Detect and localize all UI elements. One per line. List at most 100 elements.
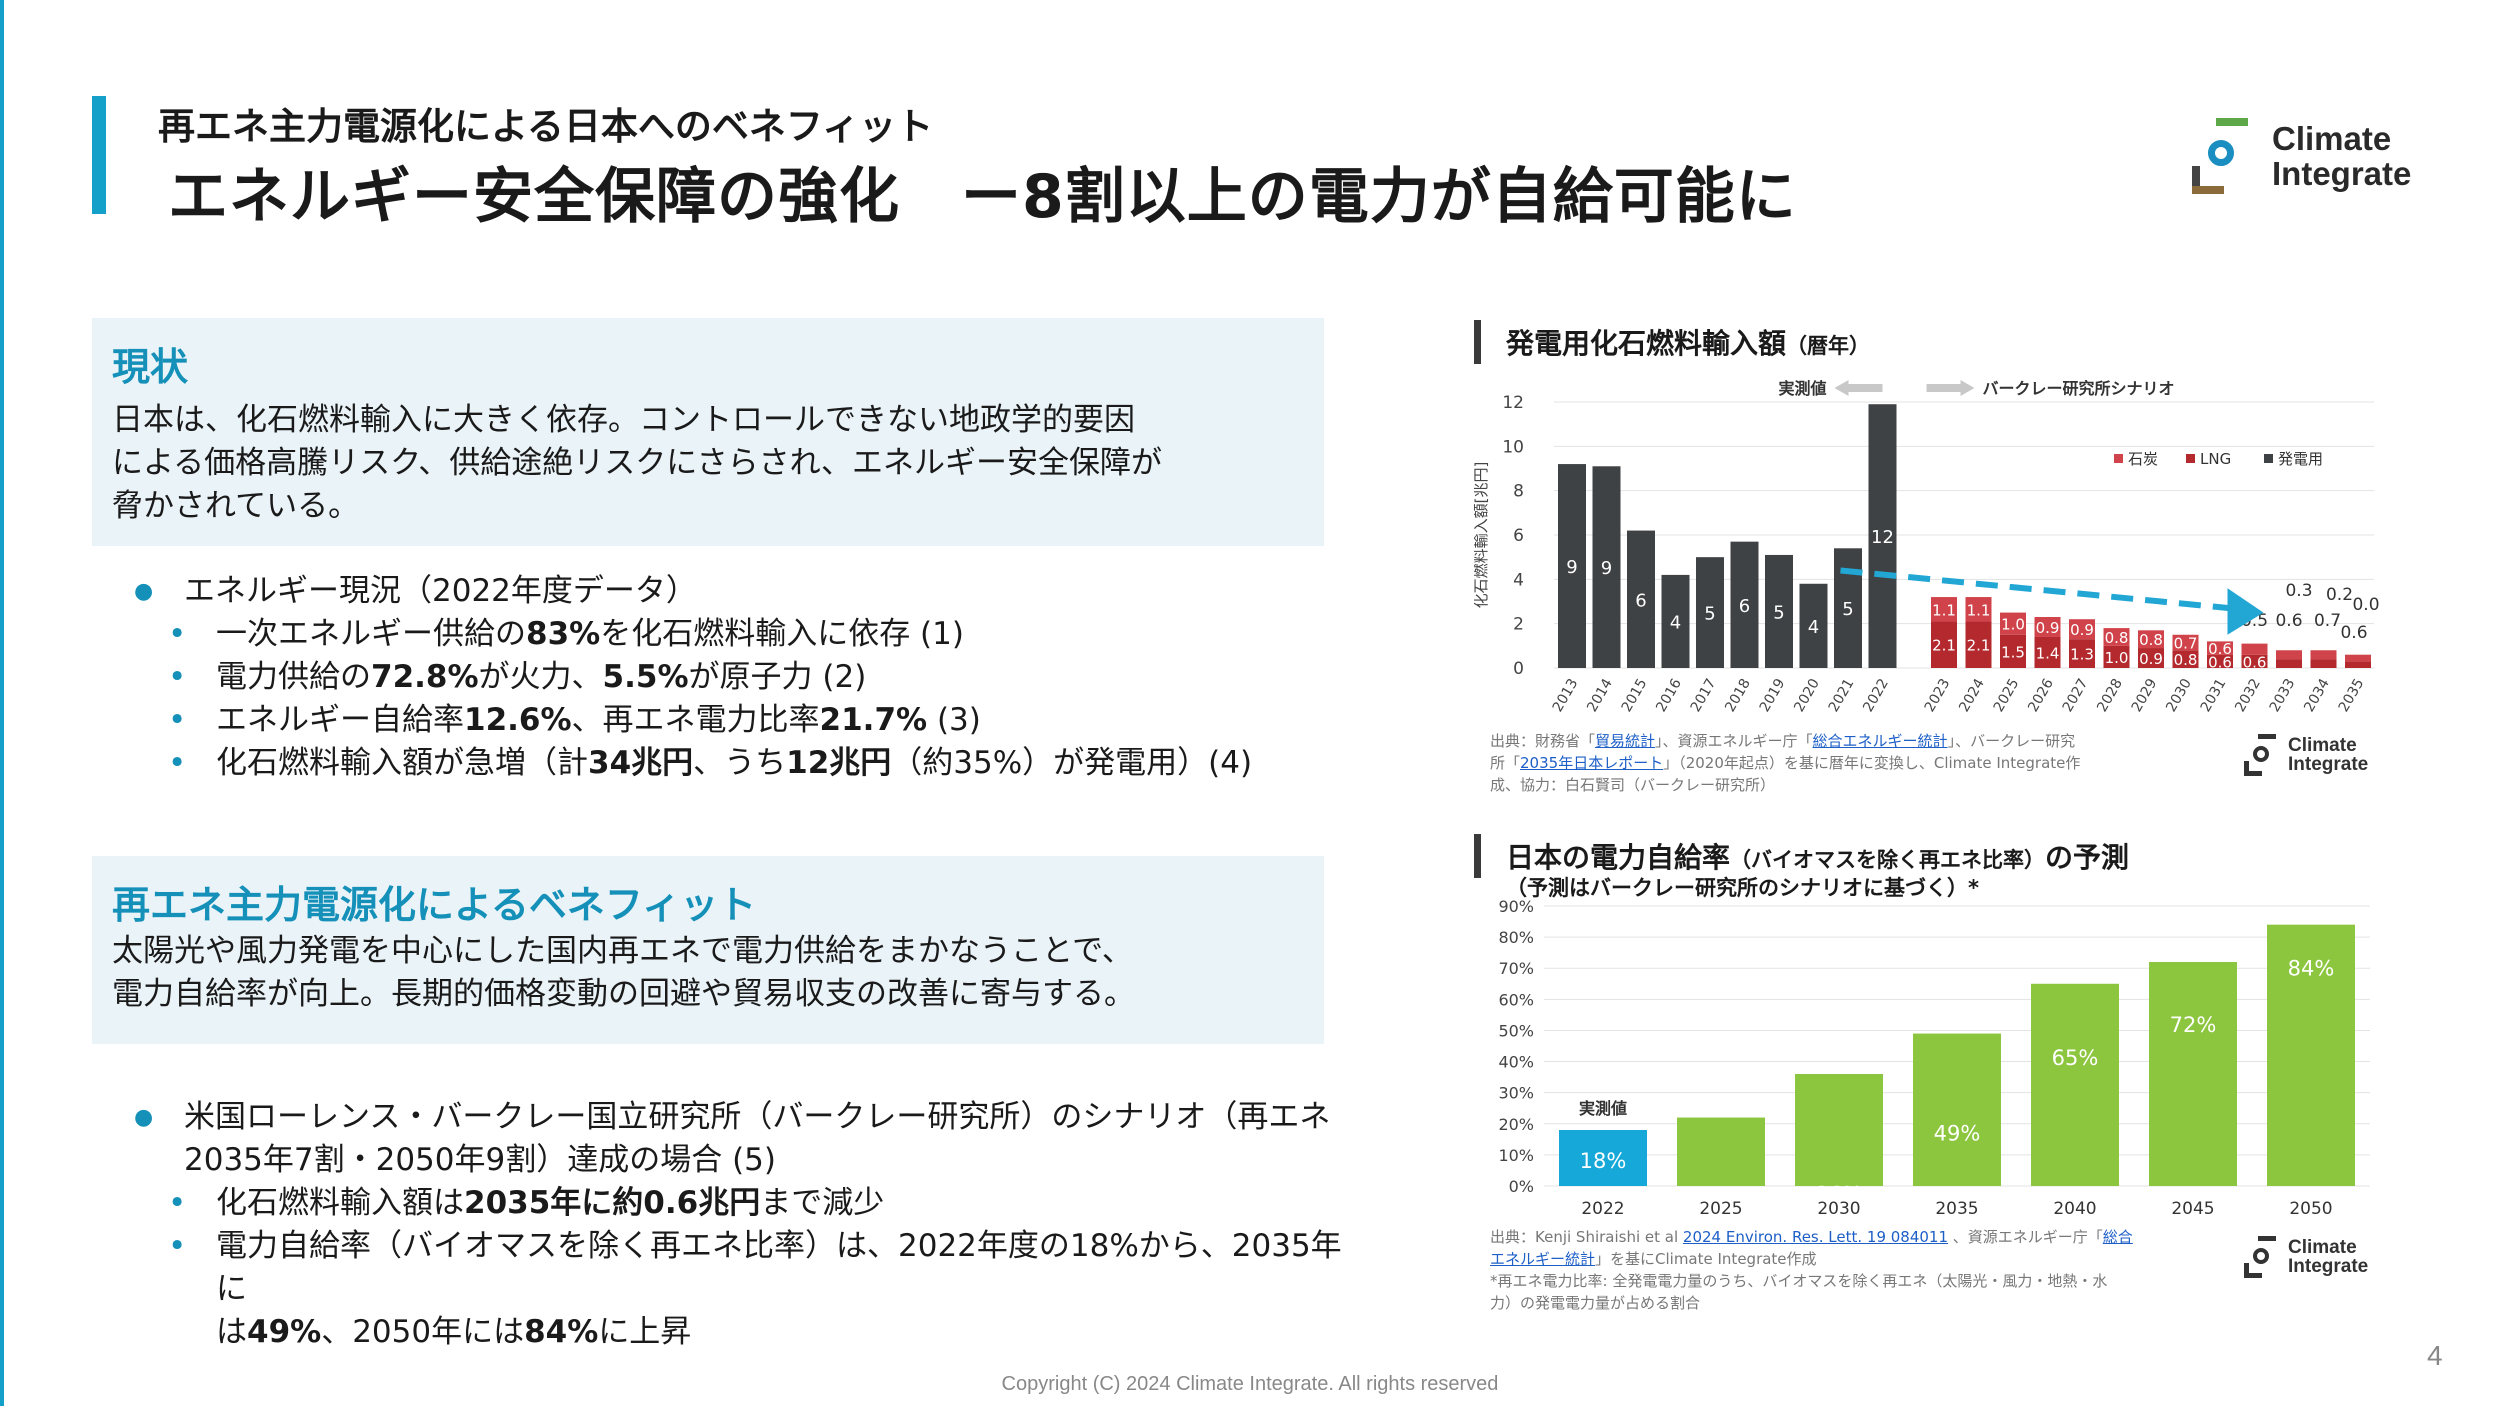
bar-lng-2023 — [1931, 621, 1957, 668]
y-tick-label: 30% — [1498, 1084, 1534, 1103]
bar-coal-2031 — [2207, 641, 2233, 655]
bar-label-coal: 1.1 — [1967, 601, 1991, 619]
link-trade-stats[interactable]: 貿易統計 — [1595, 732, 1656, 750]
x-tick-label: 2045 — [2171, 1199, 2214, 1219]
bar-power-2019 — [1765, 554, 1793, 668]
bar-label-coal: 0.7 — [2174, 635, 2198, 653]
y-tick-label: 90% — [1498, 897, 1534, 916]
logo-text-line2: Integrate — [2288, 1256, 2369, 1277]
chart2-logo: Climate Integrate — [2244, 1236, 2368, 1278]
legend-label: 石炭 — [2128, 450, 2158, 468]
y-tick-label: 50% — [1498, 1021, 1534, 1040]
x-tick-label: 2050 — [2289, 1199, 2332, 1219]
chart1-title: 発電用化石燃料輸入額（暦年） — [1506, 327, 1871, 360]
x-tick-label: 2019 — [1757, 676, 1789, 715]
bullet-self-sufficiency: エネルギー自給率12.6%、再エネ電力比率21.7% (3) — [112, 699, 1352, 742]
bar-2045 — [2149, 962, 2237, 1186]
x-tick-label: 2013 — [1550, 676, 1582, 715]
total-label: 0.2 — [2326, 585, 2353, 605]
bar-power-2014 — [1592, 466, 1621, 668]
x-tick-label: 2024 — [1956, 676, 1988, 715]
bar-coal-2029 — [2138, 630, 2164, 649]
bar-2030 — [1795, 1074, 1883, 1186]
bar-lng-2025 — [2000, 634, 2026, 668]
bar-lng-2026 — [2034, 636, 2061, 668]
bar-coal-2032 — [2241, 643, 2268, 655]
fuel-import-chart: 0 2 4 6 8 10 12 化石燃料輸入額[兆円] 9 2013 9 2014 6 2015 4 2016… — [1474, 379, 2380, 715]
x-tick-label: 2015 — [1619, 676, 1651, 715]
bar-lng-2024 — [1965, 621, 1992, 668]
bullet-import-reduction: 化石燃料輸入額は2035年に約0.6兆円まで減少 — [112, 1182, 1352, 1225]
logo-text-line1: Climate — [2272, 120, 2392, 157]
y-tick-label: 60% — [1498, 990, 1534, 1009]
x-tick-label: 2022 — [1860, 676, 1892, 715]
y-tick-label: 0 — [1513, 659, 1524, 679]
logo-text-line1: Climate — [2288, 1237, 2357, 1258]
y-tick-label: 12 — [1502, 393, 1524, 413]
logo-text-line2: Integrate — [2272, 155, 2412, 192]
page-number: 4 — [2427, 1340, 2443, 1371]
legend-swatch — [2264, 454, 2273, 463]
bullet-self-sufficiency-rise: 電力自給率（バイオマスを除く再エネ比率）は、2022年度の18%から、2035年… — [112, 1225, 1352, 1354]
x-tick-label: 2026 — [2025, 676, 2057, 715]
chart2-subtitle: （予測はバークレー研究所のシナリオに基づく）* — [1506, 876, 1979, 900]
legend-label: LNG — [2200, 450, 2231, 468]
link-energy-stats-2[interactable]: 総合 — [2102, 1228, 2133, 1246]
legend-label: 発電用 — [2278, 450, 2323, 468]
benefit-box — [92, 856, 1324, 1044]
x-tick-label: 2035 — [2336, 676, 2368, 715]
y-tick-label: 10 — [1502, 437, 1524, 457]
link-2035-report[interactable]: 2035年日本レポート — [1520, 754, 1664, 772]
bullet-energy-status: エネルギー現況（2022年度データ） — [112, 570, 1352, 613]
y-tick-label: 6 — [1513, 526, 1524, 546]
benefit-text-line: 太陽光や風力発電を中心にした国内再エネで電力供給をまかなうことで、 — [112, 933, 1133, 969]
actual-label: 実測値 — [1579, 1099, 1627, 1118]
x-tick-label: 2014 — [1584, 676, 1616, 715]
bar-2022 — [1559, 1130, 1647, 1186]
x-tick-label: 2031 — [2198, 676, 2230, 715]
link-env-res-lett[interactable]: 2024 Environ. Res. Lett. 19 084011 — [1682, 1228, 1949, 1246]
x-tick-label: 2035 — [1935, 1199, 1978, 1219]
chart1-title-bar — [1474, 320, 1481, 364]
bar-label: 6 — [1635, 590, 1646, 611]
y-tick-label: 2 — [1513, 615, 1524, 635]
x-tick-label: 2023 — [1922, 676, 1954, 715]
x-tick-label: 2025 — [1991, 676, 2023, 715]
bar-label-lng: 2.1 — [1967, 637, 1991, 655]
current-text-line: による価格高騰リスク、供給途絶リスクにさらされ、エネルギー安全保障が — [112, 445, 1162, 481]
x-tick-label: 2016 — [1653, 676, 1685, 715]
climate-integrate-logo: Climate Integrate — [2192, 118, 2411, 194]
bar-label-coal: 0.6 — [2208, 640, 2232, 658]
chart2-source: 出典：Kenji Shiraishi et al 2024 Environ. R… — [1490, 1228, 2133, 1312]
x-tick-label: 2018 — [1722, 676, 1754, 715]
current-bullets: エネルギー現況（2022年度データ） 一次エネルギー供給の83%を化石燃料輸入に… — [112, 570, 1352, 785]
x-tick-label: 2020 — [1791, 676, 1823, 715]
total-label: 0.3 — [2285, 581, 2312, 601]
copyright: Copyright (C) 2024 Climate Integrate. Al… — [1001, 1373, 1499, 1395]
bar-lng-2028 — [2103, 645, 2130, 668]
bar-label-lng: 0.6 — [2243, 653, 2267, 671]
bar-label-lng: 1.0 — [2105, 649, 2129, 667]
link-energy-stats[interactable]: 総合エネルギー統計 — [1812, 732, 1948, 750]
logo-mark-icon — [2192, 118, 2250, 194]
bar-power-2020 — [1799, 583, 1828, 668]
bar-label-coal: 1.1 — [1932, 601, 1956, 619]
trend-arrow-line — [1840, 567, 2230, 612]
x-tick-label: 2033 — [2267, 676, 2299, 715]
bar-value-label: 36% — [1816, 1183, 1863, 1207]
slide-subtitle: 再エネ主力電源化による日本へのベネフィット — [158, 105, 934, 148]
bar-coal-2028 — [2103, 628, 2130, 646]
bar-coal-2033 — [2276, 650, 2302, 660]
x-tick-label: 2030 — [1817, 1199, 1860, 1219]
x-tick-label: 2022 — [1581, 1199, 1624, 1219]
bullet-berkeley-scenario: 米国ローレンス・バークレー国立研究所（バークレー研究所）のシナリオ（再エネ 20… — [112, 1096, 1352, 1182]
actual-label: 実測値 — [1778, 379, 1826, 398]
bar-label-coal: 0.9 — [2070, 621, 2094, 639]
current-status-box — [92, 318, 1324, 546]
bullet-primary-energy: 一次エネルギー供給の83%を化石燃料輸入に依存 (1) — [112, 613, 1352, 656]
x-tick-label: 2021 — [1826, 676, 1858, 715]
bar-power-2018 — [1730, 541, 1759, 668]
x-tick-label: 2025 — [1699, 1199, 1742, 1219]
x-tick-label: 2029 — [2129, 676, 2161, 715]
link-energy-stats-3[interactable]: エネルギー統計 — [1490, 1250, 1596, 1268]
